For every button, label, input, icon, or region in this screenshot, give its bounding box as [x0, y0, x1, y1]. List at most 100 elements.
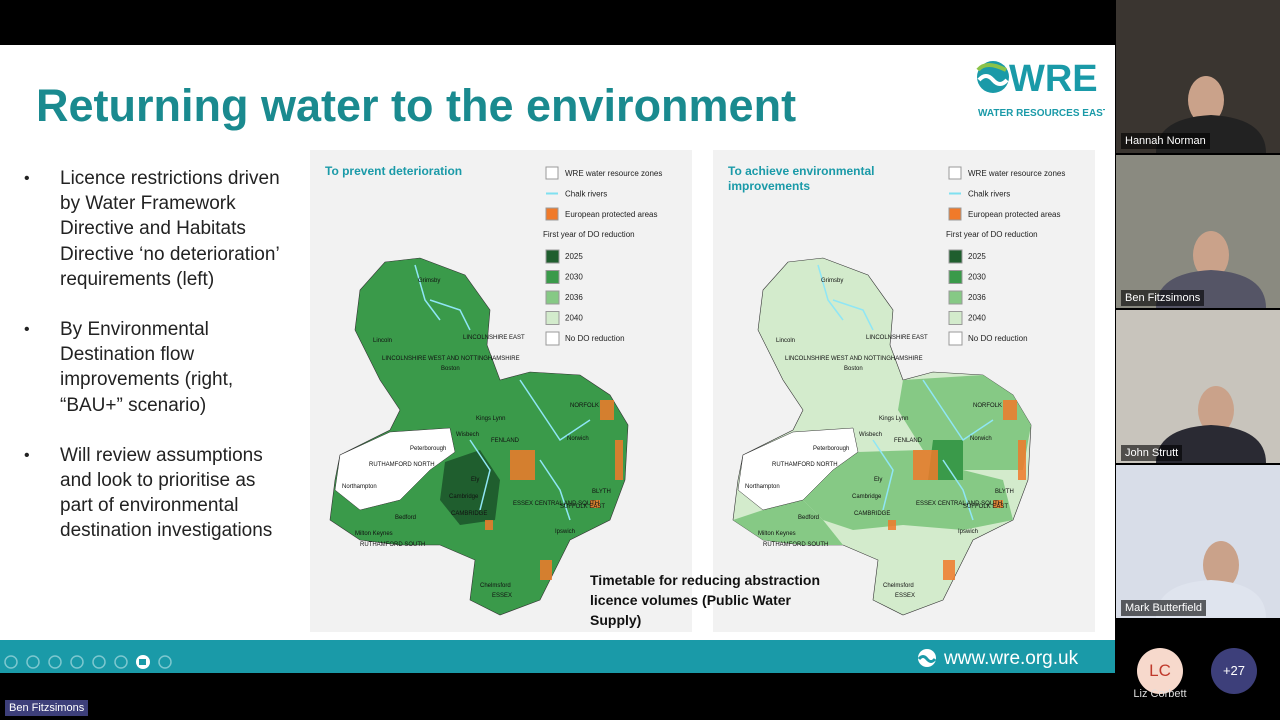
place-label: Norwich — [970, 436, 992, 442]
avatar[interactable]: LC — [1137, 648, 1183, 694]
place-label: ESSEX — [895, 593, 915, 599]
bullets: Licence restrictions driven by Water Fra… — [24, 166, 284, 569]
speaker-name: Ben Fitzsimons — [5, 700, 89, 716]
place-label: BLYTH — [995, 489, 1014, 495]
chalk-river — [832, 299, 874, 331]
place-label: Peterborough — [410, 446, 446, 452]
place-label: Boston — [844, 366, 863, 372]
place-label: Chelmsford — [883, 583, 914, 589]
maps: To prevent deterioration WRE water resour… — [310, 150, 1095, 632]
place-label: SUFFOLK EAST — [963, 504, 1008, 510]
legend-title: First year of DO reduction — [543, 230, 635, 239]
place-label: ESSEX — [492, 593, 512, 599]
bullet: Will review assumptions and look to prio… — [24, 443, 284, 544]
protected-area — [888, 520, 896, 530]
bullet: Licence restrictions driven by Water Fra… — [24, 166, 284, 292]
legend-label: 2025 — [565, 252, 583, 261]
chalk-river — [872, 439, 894, 511]
video-tile[interactable]: Mark Butterfield — [1116, 465, 1280, 618]
more-participants[interactable]: +27 — [1211, 648, 1257, 694]
video-tile[interactable]: John Strutt — [1116, 310, 1280, 463]
place-label: Ely — [471, 477, 479, 483]
url-icon — [917, 649, 937, 667]
place-label: Wisbech — [859, 432, 882, 438]
avatar-name: Liz Corbett — [1133, 688, 1187, 700]
chalk-river — [942, 459, 974, 521]
protected-area — [540, 560, 552, 580]
protected-area — [993, 500, 1003, 508]
participant-name: Ben Fitzsimons — [1121, 290, 1205, 306]
place-label: CAMBRIDGE — [854, 511, 890, 517]
map-region — [334, 427, 456, 511]
place-label: Kings Lynn — [476, 416, 505, 422]
legend-swatch — [948, 249, 963, 264]
place-label: Chelmsford — [480, 583, 511, 589]
bullet: By Environmental Destination flow improv… — [24, 317, 284, 418]
chalk-river — [817, 264, 844, 321]
protected-area — [600, 400, 614, 420]
place-label: Ipswich — [958, 529, 978, 535]
map-region — [737, 427, 859, 511]
place-label: Bedford — [798, 515, 819, 521]
place-label: LINCOLNSHIRE EAST — [866, 335, 928, 341]
participant-video — [1156, 386, 1266, 463]
legend-swatch — [948, 331, 963, 346]
footer-url[interactable]: www.wre.org.uk — [944, 648, 1079, 669]
legend-swatch — [545, 166, 559, 180]
chalk-river — [469, 439, 491, 511]
place-label: NORFOLK — [570, 403, 599, 409]
place-label: LINCOLNSHIRE EAST — [463, 335, 525, 341]
place-label: CAMBRIDGE — [451, 511, 487, 517]
legend-swatch — [545, 290, 560, 305]
legend-label: 2036 — [565, 293, 583, 302]
legend-label: 2040 — [968, 314, 986, 323]
place-label: Milton Keynes — [758, 531, 796, 537]
legend-label: Chalk rivers — [565, 190, 607, 199]
legend-swatch — [948, 311, 963, 325]
place-label: ESSEX CENTRAL AND SOUTH — [916, 501, 1002, 507]
legend-label: 2030 — [968, 273, 986, 282]
place-label: Cambridge — [852, 494, 882, 500]
protected-area — [943, 560, 955, 580]
legend-label: 2030 — [565, 273, 583, 282]
place-label: LINCOLNSHIRE WEST AND NOTTINGHAMSHIRE — [785, 356, 923, 362]
toolbar[interactable] — [0, 652, 180, 674]
place-label: Boston — [441, 366, 460, 372]
map-region — [440, 450, 500, 525]
legend-label: WRE water resource zones — [565, 169, 662, 178]
participant-name: John Strutt — [1121, 445, 1183, 461]
place-label: Milton Keynes — [355, 531, 393, 537]
protected-area — [1003, 400, 1017, 420]
logo: WRE WATER RESOURCES EAST — [976, 58, 1105, 119]
legend-label: 2036 — [968, 293, 986, 302]
video-tile[interactable]: Ben Fitzsimons — [1116, 155, 1280, 308]
legend-label: 2040 — [565, 314, 583, 323]
chalk-river — [519, 379, 591, 442]
place-label: Grimsby — [821, 278, 843, 284]
place-label: RUTHAMFORD NORTH — [369, 462, 435, 468]
video-tile[interactable]: Hannah Norman — [1116, 0, 1280, 153]
place-label: Cambridge — [449, 494, 479, 500]
legend-label: WRE water resource zones — [968, 169, 1065, 178]
place-label: NORFOLK — [973, 403, 1002, 409]
chalk-river — [922, 379, 994, 442]
protected-area — [1018, 440, 1026, 480]
legend-swatch — [545, 331, 560, 346]
protected-area — [510, 450, 535, 480]
place-label: Bedford — [395, 515, 416, 521]
place-label: FENLAND — [491, 438, 520, 444]
place-label: SUFFOLK EAST — [560, 504, 605, 510]
place-label: Wisbech — [456, 432, 479, 438]
chalk-river — [539, 459, 571, 521]
place-label: Norwich — [567, 436, 589, 442]
place-label: Kings Lynn — [879, 416, 908, 422]
place-label: Northampton — [745, 484, 780, 490]
participant-video — [1156, 231, 1266, 308]
legend-label: European protected areas — [565, 210, 658, 219]
place-label: RUTHAMFORD SOUTH — [360, 542, 425, 548]
place-label: Lincoln — [373, 338, 392, 344]
legend-swatch — [545, 311, 560, 325]
legend-label: European protected areas — [968, 210, 1061, 219]
map-region — [329, 257, 629, 616]
place-label: BLYTH — [592, 489, 611, 495]
